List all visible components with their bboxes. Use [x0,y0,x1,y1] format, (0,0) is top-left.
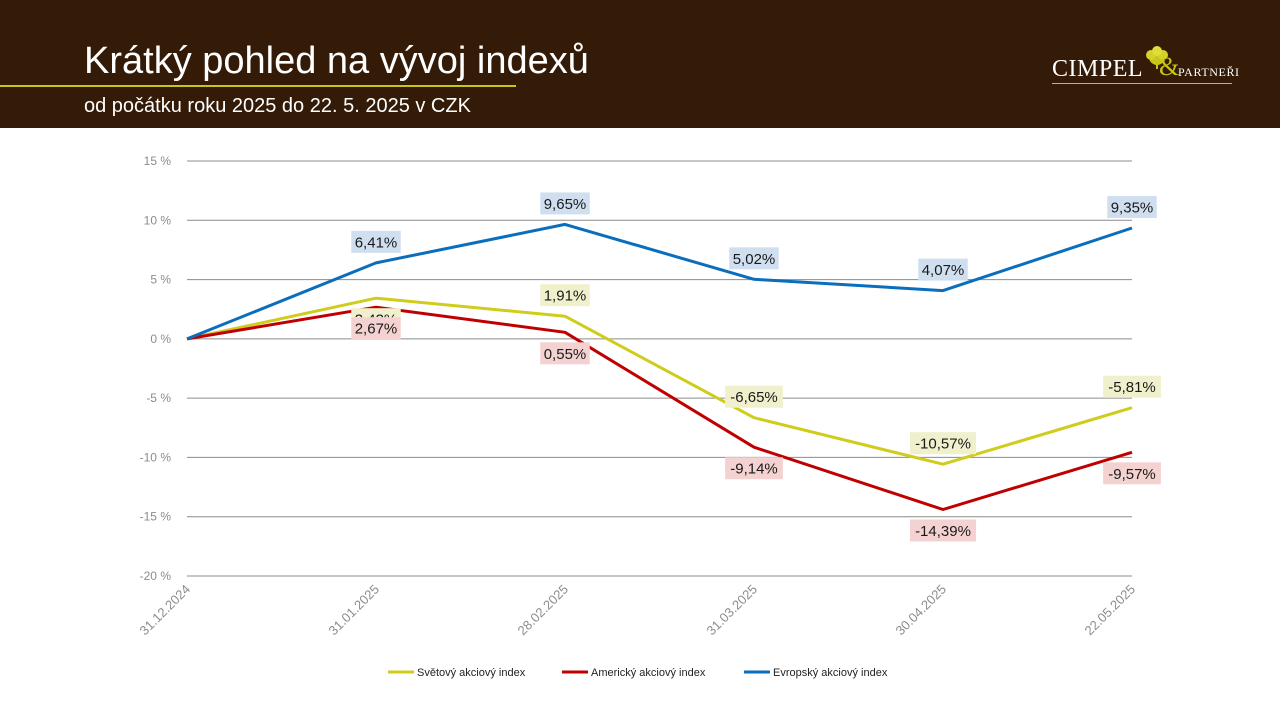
data-label-text: 2,67% [355,321,398,338]
data-label: 2,67% [351,317,401,340]
data-label: 9,65% [540,192,590,215]
data-label: -10,57% [909,432,977,455]
y-tick-label: -20 % [140,569,172,583]
data-label-bg [909,432,977,455]
series-line [186,305,1133,511]
logo-text: CIMPEL [1052,56,1144,82]
data-label: -6,65% [725,385,783,408]
y-tick-label: 10 % [144,213,172,227]
data-label: -5,81% [1103,375,1161,398]
data-label-text: -10,57% [915,436,971,453]
y-tick-label: 0 % [150,332,171,346]
title-underline [0,85,516,87]
data-label-bg [540,192,590,215]
x-tick-label: 31.12.2024 [136,582,193,639]
data-label: -9,57% [1103,462,1161,485]
y-tick-label: -5 % [146,391,171,405]
y-tick-label: 5 % [150,273,171,287]
data-label: 1,91% [540,284,590,307]
data-label: 9,35% [1107,195,1157,218]
series-line [186,222,1133,341]
data-label: -9,14% [725,457,783,480]
data-label-bg [1103,375,1161,398]
series-line [186,296,1133,466]
data-label-text: 9,35% [1111,199,1154,216]
data-label-bg [918,258,968,281]
data-label-bg [1107,195,1157,218]
data-label-text: -6,65% [730,389,778,406]
line-chart: 15 %10 %5 %0 %-5 %-10 %-15 %-20 % 3,43%1… [136,154,1161,679]
legend-label: Světový akciový index [417,667,526,679]
data-label-text: 1,91% [544,288,587,305]
data-label-text: -9,57% [1108,466,1156,483]
data-label-bg [540,342,590,365]
legend-item: Americký akciový index [562,667,706,679]
data-label-text: 0,55% [544,346,587,363]
data-label-bg [725,457,783,480]
logo-subtext: PARTNEŘI [1178,65,1240,79]
x-tick-label: 30.04.2025 [892,582,949,639]
data-label: 0,55% [540,342,590,365]
legend-label: Americký akciový index [591,667,706,679]
data-label-text: 6,41% [355,234,398,251]
page-subtitle: od počátku roku 2025 do 22. 5. 2025 v CZ… [84,95,471,117]
data-label-text: -9,14% [730,461,778,478]
x-tick-label: 22.05.2025 [1081,582,1138,639]
data-label-bg [351,230,401,253]
data-label-bg [909,519,977,542]
logo-underline [1052,83,1232,84]
data-label: 6,41% [351,230,401,253]
legend-label: Evropský akciový index [773,667,888,679]
data-label: 5,02% [729,247,779,270]
data-label-bg [729,247,779,270]
data-label: 4,07% [918,258,968,281]
logo-ampersand: & [1159,52,1180,81]
y-tick-label: -15 % [140,510,172,524]
data-label-text: 4,07% [922,262,965,279]
x-tick-label: 31.01.2025 [325,582,382,639]
data-label-bg [725,385,783,408]
data-label: -14,39% [909,519,977,542]
x-tick-label: 31.03.2025 [703,582,760,639]
company-logo: CIMPEL & PARTNEŘI [1052,46,1239,88]
data-label-text: 5,02% [733,251,776,268]
y-tick-label: -10 % [140,450,172,464]
data-label-bg [540,284,590,307]
legend-item: Světový akciový index [388,667,526,679]
page-title: Krátký pohled na vývoj indexů [84,40,589,82]
data-label-text: -5,81% [1108,379,1156,396]
x-tick-label: 28.02.2025 [514,582,571,639]
y-tick-label: 15 % [144,154,172,168]
data-label-bg [351,317,401,340]
data-label-text: 9,65% [544,196,587,213]
header-bar: Krátký pohled na vývoj indexů od počátku… [0,0,1280,128]
legend-item: Evropský akciový index [744,667,888,679]
tree-icon [1146,46,1168,69]
data-label-text: -14,39% [915,523,971,540]
data-label-bg [1103,462,1161,485]
